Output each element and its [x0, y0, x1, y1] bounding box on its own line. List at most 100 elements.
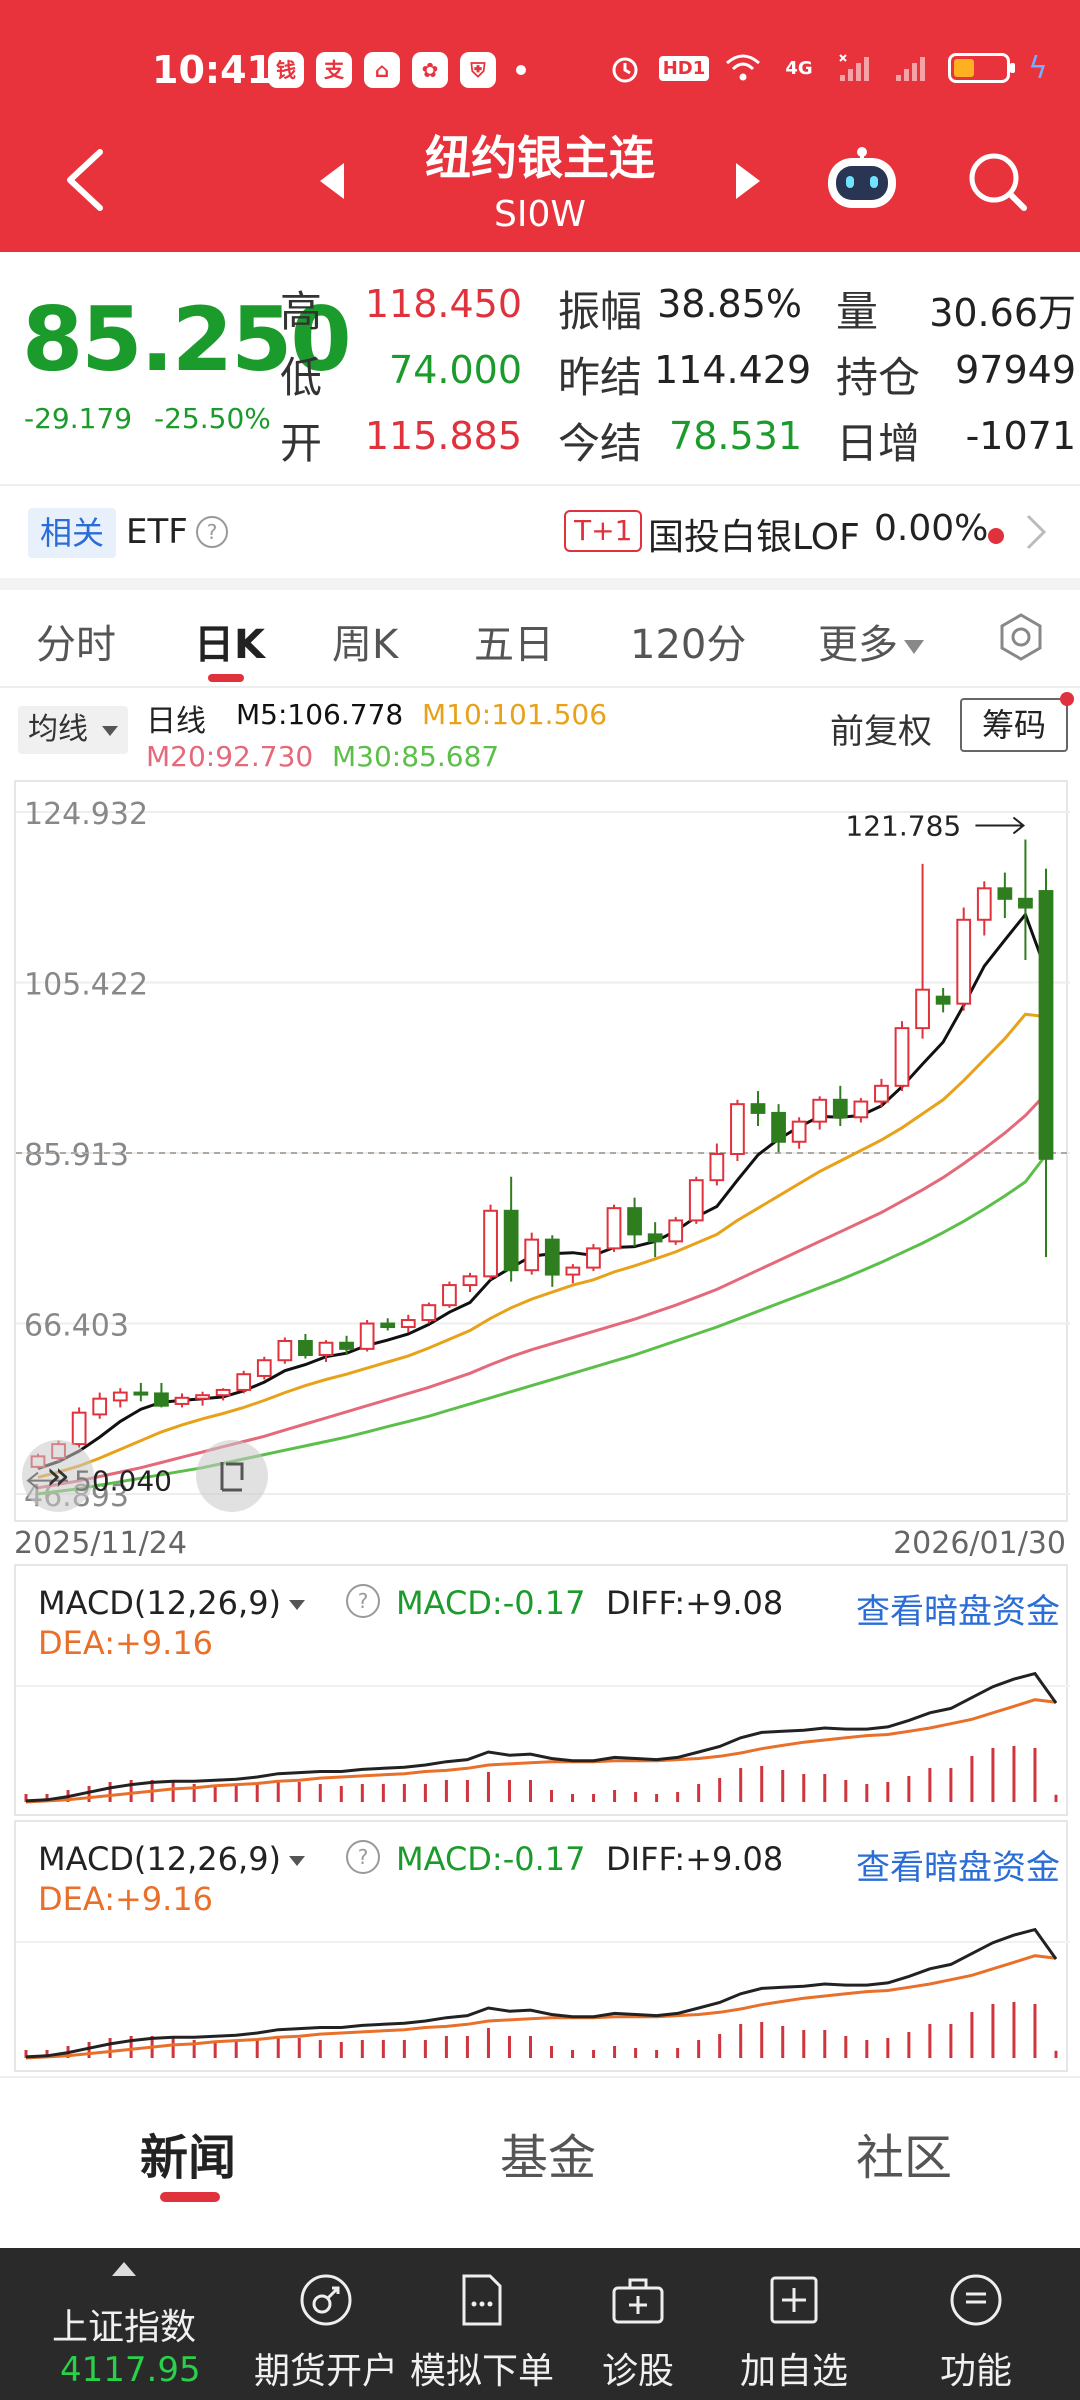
candle-body [565, 1266, 581, 1276]
index-name[interactable]: 上证指数 [52, 2307, 197, 2348]
ma-selector-label: 均线 [28, 712, 88, 747]
dropdown-icon [904, 640, 924, 654]
help-icon[interactable]: ? [346, 1584, 380, 1618]
start-date: 2025/11/24 [14, 1526, 187, 1561]
chart-settings-icon[interactable] [996, 612, 1046, 662]
expand-arrows-icon[interactable]: » [22, 1440, 94, 1512]
add-watchlist-button[interactable]: 加自选 [714, 2272, 874, 2394]
search-icon[interactable] [966, 150, 1030, 214]
candle-body [236, 1373, 252, 1391]
chip-distribution-button[interactable]: 筹码 [960, 698, 1068, 752]
candle-body [154, 1392, 169, 1407]
tab-intraday[interactable]: 分时 [36, 622, 116, 668]
price-change-pct: -25.50% [154, 402, 271, 435]
tab-weekly-k[interactable]: 周K [332, 622, 399, 668]
dropdown-icon [289, 1600, 306, 1610]
high-label: 高 [280, 287, 323, 336]
simulate-order-button[interactable]: 模拟下单 [402, 2272, 562, 2394]
notification-app-icon: 钱 [268, 52, 304, 88]
open-interest-label: 持仓 [836, 353, 921, 402]
dark-pool-link[interactable]: 查看暗盘资金 [856, 1848, 1060, 1888]
candle-body [195, 1394, 210, 1400]
macd-value: MACD:-0.17 [396, 1840, 586, 1878]
candle-body [997, 887, 1013, 900]
candle-body [791, 1120, 807, 1143]
status-time: 10:41 [152, 48, 273, 92]
help-icon[interactable]: ? [346, 1840, 380, 1874]
candle-body [627, 1207, 642, 1236]
help-icon[interactable]: ? [196, 516, 228, 548]
volume-label: 量 [836, 287, 879, 336]
alarm-icon [606, 50, 644, 86]
candle-body [647, 1233, 663, 1243]
menu-label: 功能 [939, 2351, 1012, 2392]
battery-icon [948, 53, 1015, 83]
macd-panel[interactable]: MACD(12,26,9) ? MACD:-0.17 DIFF:+9.08 查看… [14, 1564, 1070, 1816]
quote-panel: 85.250 -29.179 -25.50% 高 118.450 低 74.00… [0, 252, 1080, 484]
etf-name: 国投白银LOF [648, 517, 860, 558]
4g-icon: 4G [785, 57, 813, 79]
y-tick-label: 66.403 [24, 1308, 129, 1343]
dark-pool-link[interactable]: 查看暗盘资金 [856, 1592, 1060, 1632]
tab-120-min[interactable]: 120分 [630, 622, 747, 668]
date-axis: 2025/11/24 2026/01/30 [0, 1526, 1080, 1566]
back-arrow-icon[interactable] [62, 148, 106, 212]
dea-value: DEA:+9.16 [38, 1880, 214, 1918]
tab-news[interactable]: 新闻 [140, 2130, 237, 2186]
etf-status-dot [988, 528, 1004, 544]
candle-body [298, 1340, 313, 1356]
futures-account-button[interactable]: 期货开户 [246, 2272, 406, 2394]
candle-body [688, 1179, 704, 1222]
dropdown-icon [102, 726, 118, 736]
tab-community[interactable]: 社区 [856, 2130, 953, 2186]
high-value: 118.450 [364, 282, 522, 326]
low-value: 74.000 [389, 348, 522, 392]
tab-funds[interactable]: 基金 [500, 2130, 597, 2186]
menu-button[interactable]: 功能 [896, 2272, 1056, 2394]
candle-body [133, 1391, 149, 1396]
macd-selector[interactable]: MACD(12,26,9) [38, 1840, 306, 1878]
macd-panel[interactable]: MACD(12,26,9) ? MACD:-0.17 DIFF:+9.08 查看… [14, 1820, 1070, 2072]
candle-body [462, 1275, 478, 1287]
notification-app-icon: ⌂ [364, 52, 400, 88]
tab-five-day[interactable]: 五日 [474, 622, 554, 668]
ma-legend: 均线 日线 M5:106.778 M10:101.506 M20:92.730 … [0, 688, 1080, 780]
contract-code: SI0W [494, 194, 586, 235]
prev-contract-icon[interactable] [320, 163, 344, 199]
amplitude-label: 振幅 [558, 287, 643, 336]
macd-selector[interactable]: MACD(12,26,9) [38, 1584, 306, 1622]
section-gap [0, 578, 1080, 590]
expand-up-icon[interactable] [112, 2262, 136, 2276]
diagnose-stock-button[interactable]: 诊股 [558, 2272, 718, 2394]
divider [0, 484, 1080, 486]
status-bar: 10:41 钱 支 ⌂ ✿ ⛨ HD1 4G [0, 44, 1080, 92]
notification-app-icon: ✿ [412, 52, 448, 88]
forward-adjust-toggle[interactable]: 前复权 [830, 712, 932, 752]
futures-account-icon [300, 2274, 352, 2326]
prev-settle-value: 114.429 [654, 348, 812, 392]
kline-svg: 124.932105.42285.91366.40346.893121.7855… [16, 797, 1070, 1514]
candle-body [524, 1238, 540, 1272]
candle-body [668, 1219, 684, 1243]
next-contract-icon[interactable] [736, 163, 760, 199]
tab-daily-k[interactable]: 日K [194, 622, 265, 668]
robot-assistant-icon[interactable] [824, 146, 900, 212]
candle-body [112, 1391, 128, 1402]
ma-selector[interactable]: 均线 [18, 706, 128, 754]
related-etf-row[interactable]: 相关 ETF ? T+1 国投白银LOF 0.00% [0, 486, 1080, 578]
candle-body [277, 1340, 293, 1362]
macd-svg [16, 1671, 1070, 1804]
dea-value: DEA:+9.16 [38, 1624, 214, 1662]
candle-body [956, 918, 972, 1005]
fullscreen-icon[interactable] [196, 1440, 268, 1512]
kline-chart[interactable]: 124.932105.42285.91366.40346.893121.7855… [14, 780, 1070, 1522]
daily-line-label: 日线 [146, 704, 206, 739]
candle-body [339, 1341, 354, 1350]
notification-app-icon: ⛨ [460, 52, 496, 88]
ma20-value: M20:92.730 [146, 740, 314, 773]
tab-more[interactable]: 更多 [818, 612, 924, 670]
diff-value: DIFF:+9.08 [606, 1584, 784, 1622]
related-tag: 相关 [28, 508, 117, 558]
signal-icon [892, 50, 930, 86]
status-system-icons: HD1 4G ϟ [606, 50, 1048, 86]
